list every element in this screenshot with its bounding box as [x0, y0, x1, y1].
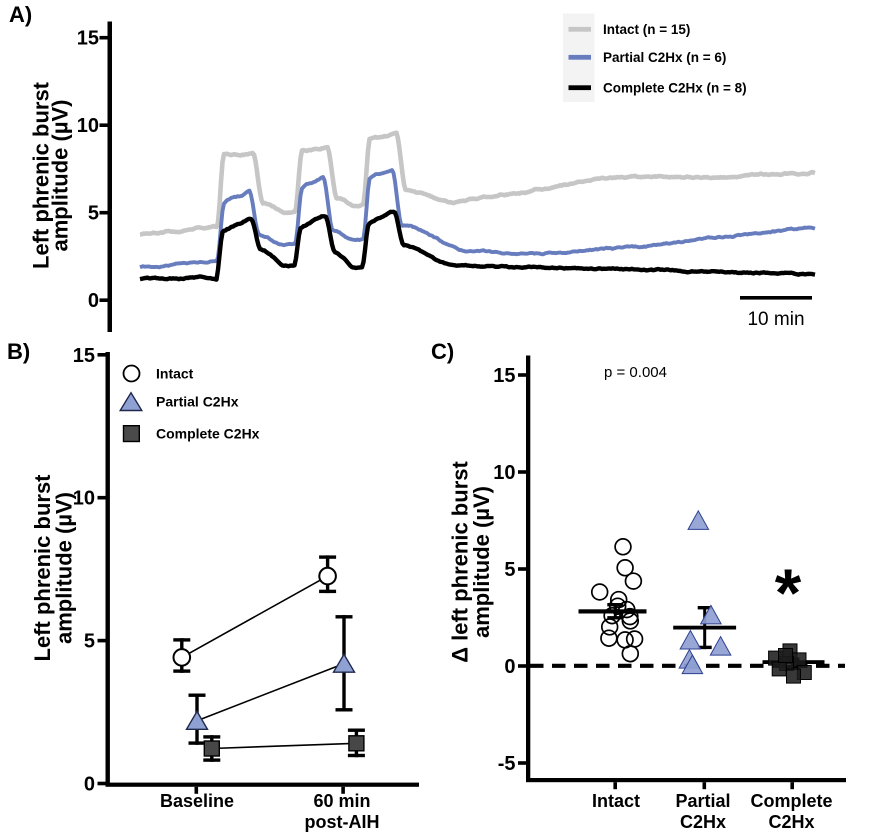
svg-text:Complete: Complete [750, 791, 832, 811]
svg-text:15: 15 [77, 28, 99, 50]
svg-text:C2Hx: C2Hx [680, 812, 726, 832]
svg-text:Intact (n = 15): Intact (n = 15) [603, 22, 690, 37]
svg-text:15: 15 [73, 345, 95, 367]
svg-text:Complete C2Hx (n = 8): Complete C2Hx (n = 8) [603, 81, 747, 96]
svg-text:10: 10 [73, 488, 95, 510]
svg-text:Left phrenic burst: Left phrenic burst [29, 81, 54, 269]
svg-text:amplitude (µV): amplitude (µV) [469, 486, 494, 638]
svg-text:C): C) [431, 339, 454, 364]
svg-text:Complete C2Hx: Complete C2Hx [156, 425, 260, 441]
svg-text:Baseline: Baseline [160, 791, 234, 811]
svg-text:0: 0 [504, 656, 515, 678]
svg-text:5: 5 [504, 559, 515, 581]
svg-text:-5: -5 [498, 753, 516, 775]
svg-text:10 min: 10 min [747, 309, 804, 330]
svg-text:15: 15 [493, 365, 515, 387]
svg-text:60 min: 60 min [313, 791, 370, 811]
svg-text:5: 5 [88, 203, 99, 225]
svg-text:Left phrenic burst: Left phrenic burst [30, 474, 55, 662]
svg-text:Δ left phrenic burst: Δ left phrenic burst [448, 461, 473, 663]
svg-text:Partial: Partial [675, 791, 730, 811]
svg-text:amplitude (µV): amplitude (µV) [48, 99, 73, 251]
svg-text:Intact: Intact [592, 791, 640, 811]
svg-text:*: * [775, 555, 802, 631]
svg-text:Partial C2Hx (n = 6): Partial C2Hx (n = 6) [603, 50, 726, 65]
svg-text:B): B) [7, 339, 30, 364]
svg-text:C2Hx: C2Hx [768, 812, 814, 832]
svg-text:p = 0.004: p = 0.004 [604, 364, 667, 381]
svg-text:post-AIH: post-AIH [305, 812, 380, 832]
svg-text:5: 5 [84, 631, 95, 653]
svg-text:0: 0 [88, 290, 99, 312]
svg-text:Intact: Intact [156, 365, 194, 381]
svg-text:0: 0 [84, 774, 95, 796]
svg-text:amplitude (µV): amplitude (µV) [52, 492, 77, 644]
svg-text:10: 10 [493, 462, 515, 484]
svg-text:A): A) [9, 2, 32, 27]
svg-text:Partial C2Hx: Partial C2Hx [156, 393, 239, 409]
svg-text:10: 10 [77, 115, 99, 137]
